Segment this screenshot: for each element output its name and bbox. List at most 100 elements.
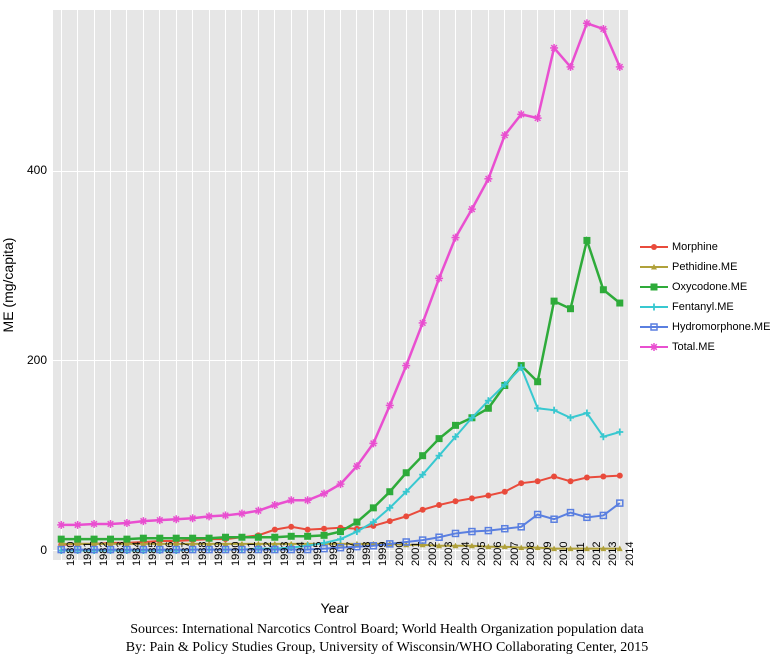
x-tick-label: 1986 bbox=[164, 542, 176, 566]
series-marker-morphine bbox=[469, 495, 475, 501]
series-marker-total bbox=[74, 521, 82, 529]
series-marker-oxycodone bbox=[616, 300, 623, 307]
source-caption: Sources: International Narcotics Control… bbox=[0, 622, 774, 638]
series-marker-total bbox=[583, 19, 591, 27]
x-tick-label: 1994 bbox=[295, 542, 307, 566]
x-tick-label: 2002 bbox=[427, 542, 439, 566]
y-tick-label: 400 bbox=[27, 163, 47, 177]
legend-label-oxycodone: Oxycodone.ME bbox=[672, 281, 747, 293]
legend-label-morphine: Morphine bbox=[672, 241, 718, 253]
legend-swatch-oxycodone bbox=[640, 280, 668, 294]
x-tick-label: 2005 bbox=[476, 542, 488, 566]
y-tick-label: 0 bbox=[40, 543, 47, 557]
series-marker-total bbox=[222, 511, 230, 519]
legend-item-pethidine: Pethidine.ME bbox=[640, 260, 737, 274]
x-tick-label: 2001 bbox=[410, 542, 422, 566]
series-marker-oxycodone bbox=[534, 378, 541, 385]
series-marker-morphine bbox=[288, 524, 294, 530]
x-tick-label: 1997 bbox=[345, 542, 357, 566]
series-marker-morphine bbox=[485, 493, 491, 499]
series-line-total bbox=[61, 23, 620, 525]
series-marker-total bbox=[287, 496, 295, 504]
legend-label-hydromorphone: Hydromorphone.ME bbox=[672, 321, 770, 333]
series-marker-oxycodone bbox=[370, 504, 377, 511]
x-tick-label: 1983 bbox=[115, 542, 127, 566]
series-marker-morphine bbox=[584, 475, 590, 481]
legend-item-morphine: Morphine bbox=[640, 240, 718, 254]
series-marker-oxycodone bbox=[567, 305, 574, 312]
series-marker-morphine bbox=[600, 474, 606, 480]
series-marker-oxycodone bbox=[238, 534, 245, 541]
x-tick-label: 2012 bbox=[591, 542, 603, 566]
series-marker-total bbox=[419, 319, 427, 327]
x-tick-label: 2006 bbox=[492, 542, 504, 566]
series-marker-oxycodone bbox=[403, 469, 410, 476]
series-marker-morphine bbox=[321, 526, 327, 532]
y-axis-label: ME (mg/capita) bbox=[0, 238, 16, 333]
series-marker-fentanyl bbox=[567, 414, 574, 421]
legend-item-fentanyl: Fentanyl.ME bbox=[640, 300, 734, 314]
series-marker-morphine bbox=[568, 478, 574, 484]
legend-item-oxycodone: Oxycodone.ME bbox=[640, 280, 747, 294]
series-marker-total bbox=[599, 25, 607, 33]
series-marker-total bbox=[567, 63, 575, 71]
series-marker-total bbox=[107, 520, 115, 528]
series-marker-fentanyl bbox=[616, 428, 623, 435]
series-marker-total bbox=[337, 480, 345, 488]
series-marker-morphine bbox=[387, 518, 393, 524]
series-marker-total bbox=[254, 507, 262, 515]
series-marker-total bbox=[304, 496, 312, 504]
series-marker-total bbox=[353, 462, 361, 470]
series-marker-morphine bbox=[403, 513, 409, 519]
series-marker-morphine bbox=[502, 489, 508, 495]
x-tick-label: 1985 bbox=[147, 542, 159, 566]
series-marker-total bbox=[238, 510, 246, 518]
x-axis-label: Year bbox=[321, 600, 349, 616]
series-marker-fentanyl bbox=[551, 407, 558, 414]
x-tick-label: 1998 bbox=[361, 542, 373, 566]
x-tick-label: 1995 bbox=[312, 542, 324, 566]
series-marker-morphine bbox=[453, 498, 459, 504]
series-marker-morphine bbox=[518, 480, 524, 486]
series-marker-oxycodone bbox=[583, 237, 590, 244]
series-marker-total bbox=[57, 521, 65, 529]
series-marker-total bbox=[205, 512, 213, 520]
series-marker-morphine bbox=[551, 474, 557, 480]
series-marker-total bbox=[369, 439, 377, 447]
series-marker-oxycodone bbox=[255, 534, 262, 541]
x-tick-label: 1980 bbox=[65, 542, 77, 566]
x-tick-label: 2010 bbox=[558, 542, 570, 566]
x-tick-label: 1993 bbox=[279, 542, 291, 566]
series-marker-total bbox=[468, 205, 476, 213]
x-tick-label: 1991 bbox=[246, 542, 258, 566]
x-tick-label: 1982 bbox=[98, 542, 110, 566]
series-line-oxycodone bbox=[61, 240, 620, 539]
x-tick-label: 1984 bbox=[131, 542, 143, 566]
series-marker-oxycodone bbox=[436, 435, 443, 442]
x-tick-label: 2011 bbox=[575, 542, 587, 566]
series-marker-total bbox=[386, 401, 394, 409]
series-marker-oxycodone bbox=[222, 534, 229, 541]
x-tick-label: 2007 bbox=[509, 542, 521, 566]
x-tick-label: 1992 bbox=[262, 542, 274, 566]
series-marker-oxycodone bbox=[321, 532, 328, 539]
byline-caption: By: Pain & Policy Studies Group, Univers… bbox=[0, 640, 774, 656]
series-marker-morphine bbox=[436, 502, 442, 508]
x-tick-label: 1999 bbox=[377, 542, 389, 566]
series-marker-total bbox=[550, 44, 558, 52]
legend-item-hydromorphone: Hydromorphone.ME bbox=[640, 320, 770, 334]
y-tick-label: 200 bbox=[27, 353, 47, 367]
series-marker-total bbox=[271, 501, 279, 509]
legend-swatch-hydromorphone bbox=[640, 320, 668, 334]
series-marker-total bbox=[189, 514, 197, 522]
series-marker-total bbox=[90, 520, 98, 528]
series-marker-total bbox=[452, 234, 460, 242]
series-marker-oxycodone bbox=[419, 452, 426, 459]
x-tick-label: 2004 bbox=[460, 542, 472, 566]
series-marker-total bbox=[501, 131, 509, 139]
series-marker-total bbox=[534, 114, 542, 122]
legend-swatch-pethidine bbox=[640, 260, 668, 274]
series-marker-total bbox=[402, 362, 410, 370]
x-tick-label: 2000 bbox=[394, 542, 406, 566]
series-marker-oxycodone bbox=[288, 533, 295, 540]
